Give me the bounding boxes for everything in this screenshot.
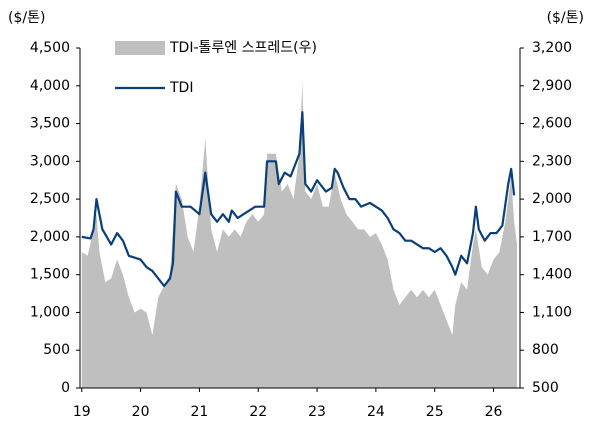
y2-unit: ($/톤) — [547, 10, 584, 26]
y-tick-label: 3,500 — [30, 116, 70, 132]
x-tick-label: 21 — [190, 404, 208, 420]
x-tick-label: 20 — [132, 404, 150, 420]
legend-swatch — [115, 41, 165, 55]
y-tick-label: 1,500 — [30, 267, 70, 283]
y2-tick-label: 2,600 — [532, 116, 572, 132]
y-tick-label: 1,000 — [30, 304, 70, 320]
x-tick-label: 25 — [426, 404, 444, 420]
y-tick-label: 500 — [43, 342, 70, 358]
y2-tick-label: 800 — [532, 342, 559, 358]
y-tick-label: 3,000 — [30, 153, 70, 169]
tdi-line — [81, 111, 516, 288]
y2-tick-label: 1,400 — [532, 267, 572, 283]
legend-label: TDI-톨루엔 스프레드(우) — [169, 40, 317, 56]
x-tick-label: 23 — [308, 404, 326, 420]
spread-area — [81, 82, 518, 388]
x-tick-label: 19 — [73, 404, 91, 420]
y2-tick-label: 2,000 — [532, 191, 572, 207]
y2-tick-label: 1,100 — [532, 304, 572, 320]
y2-tick-label: 3,200 — [532, 40, 572, 56]
y-tick-label: 4,000 — [30, 78, 70, 94]
y-unit: ($/톤) — [8, 10, 45, 26]
legend-label: TDI — [169, 80, 193, 96]
y-tick-label: 2,000 — [30, 229, 70, 245]
x-tick-label: 26 — [485, 404, 503, 420]
y2-tick-label: 1,700 — [532, 229, 572, 245]
y2-tick-label: 2,900 — [532, 78, 572, 94]
y2-tick-label: 2,300 — [532, 153, 572, 169]
x-tick-label: 22 — [249, 404, 267, 420]
y-tick-label: 2,500 — [30, 191, 70, 207]
x-tick-label: 24 — [367, 404, 385, 420]
y-tick-label: 0 — [61, 380, 70, 396]
y2-tick-label: 500 — [532, 380, 559, 396]
y-tick-label: 4,500 — [30, 40, 70, 56]
